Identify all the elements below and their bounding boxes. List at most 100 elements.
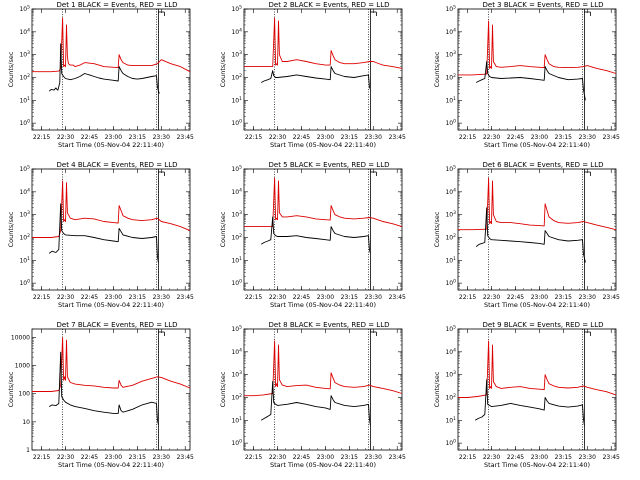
x-tick-label: 22:30	[57, 294, 74, 301]
x-tick-label: 23:45	[389, 294, 406, 301]
x-tick-label: 22:45	[507, 294, 524, 301]
x-tick-label: 23:30	[153, 454, 170, 461]
tick-exponent: 1	[27, 256, 30, 262]
x-tick-label: 22:30	[483, 134, 500, 141]
x-axis-label: Start Time (05-Nov-04 22:11:40)	[270, 141, 376, 149]
x-tick-label: 23:30	[579, 454, 596, 461]
x-tick-label: 23:45	[177, 294, 194, 301]
plot-frame	[31, 168, 191, 291]
y-tick-label: 104	[445, 187, 456, 196]
x-tick-label: 23:45	[389, 134, 406, 141]
x-axis-label: Start Time (05-Nov-04 22:11:40)	[484, 461, 590, 469]
lld-series-line	[458, 20, 617, 76]
x-tick-label: 23:15	[341, 294, 358, 301]
y-tick-label: 100	[231, 279, 242, 288]
tick-exponent: 0	[453, 439, 456, 445]
y-axis-label: Counts/sec	[7, 51, 15, 87]
y-tick-label: 105	[231, 165, 242, 174]
x-axis-label: Start Time (05-Nov-04 22:11:40)	[484, 301, 590, 309]
tick-exponent: 3	[239, 370, 242, 376]
plot-frame	[243, 328, 403, 451]
x-tick-label: 22:30	[269, 134, 286, 141]
y-tick-label: 104	[19, 187, 30, 196]
plot-frame	[243, 8, 403, 131]
detector-panel-6: Det 6 BLACK = Events, RED = LLD100101102…	[433, 161, 620, 309]
panel-title: Det 8 BLACK = Events, RED = LLD	[269, 321, 390, 329]
x-tick-label: 22:15	[33, 454, 50, 461]
detector-panel-9: Det 9 BLACK = Events, RED = LLD100101102…	[433, 321, 620, 469]
y-axis-label: Counts/sec	[433, 51, 441, 87]
tick-exponent: 2	[453, 233, 456, 239]
panel-title: Det 6 BLACK = Events, RED = LLD	[483, 161, 604, 169]
y-tick-label: 104	[445, 27, 456, 36]
tick-exponent: 4	[27, 187, 30, 193]
tick-exponent: 2	[27, 73, 30, 79]
y-axis-label: Counts/sec	[219, 211, 227, 247]
y-axis-label: Counts/sec	[219, 371, 227, 407]
tick-exponent: 0	[239, 439, 242, 445]
x-tick-label: 23:00	[531, 134, 548, 141]
y-axis-label: Counts/sec	[433, 371, 441, 407]
events-series-line	[48, 43, 160, 94]
lld-series-line	[458, 177, 617, 231]
lld-series-line	[244, 17, 403, 69]
x-tick-label: 22:45	[293, 454, 310, 461]
x-tick-label: 23:30	[365, 454, 382, 461]
lld-series-line	[458, 340, 617, 398]
x-axis-label: Start Time (05-Nov-04 22:11:40)	[58, 461, 164, 469]
x-tick-label: 22:30	[483, 294, 500, 301]
tick-exponent: 0	[27, 119, 30, 125]
x-tick-label: 22:30	[57, 454, 74, 461]
lld-series-line	[244, 177, 403, 228]
y-tick-label: 10000	[11, 334, 30, 341]
x-tick-label: 23:30	[365, 134, 382, 141]
x-tick-label: 22:15	[245, 134, 262, 141]
y-tick-label: 101	[231, 256, 242, 265]
x-tick-label: 23:45	[389, 454, 406, 461]
y-tick-label: 102	[231, 393, 242, 402]
events-series-line	[475, 207, 586, 263]
y-tick-label: 1000	[15, 363, 30, 370]
tick-exponent: 4	[239, 27, 242, 33]
plot-frame	[243, 168, 403, 291]
x-tick-label: 23:00	[105, 454, 122, 461]
y-tick-label: 102	[445, 393, 456, 402]
x-tick-label: 23:00	[317, 134, 334, 141]
y-axis-label: Counts/sec	[7, 371, 15, 407]
x-tick-label: 23:45	[177, 134, 194, 141]
y-tick-label: 102	[231, 73, 242, 82]
y-tick-label: 105	[445, 325, 456, 334]
x-tick-label: 23:00	[317, 294, 334, 301]
detector-panel-1: Det 1 BLACK = Events, RED = LLD100101102…	[7, 1, 194, 149]
y-tick-label: 100	[19, 279, 30, 288]
lld-series-line	[32, 17, 191, 73]
x-tick-label: 23:15	[129, 294, 146, 301]
x-axis-label: Start Time (05-Nov-04 22:11:40)	[270, 301, 376, 309]
tick-exponent: 0	[27, 279, 30, 285]
events-series-line	[260, 216, 371, 254]
x-tick-label: 23:00	[105, 294, 122, 301]
y-tick-label: 104	[231, 187, 242, 196]
x-tick-label: 22:15	[33, 134, 50, 141]
tick-exponent: 3	[453, 50, 456, 56]
tick-exponent: 1	[239, 416, 242, 422]
x-tick-label: 22:15	[33, 294, 50, 301]
y-tick-label: 102	[445, 73, 456, 82]
x-tick-label: 22:15	[459, 294, 476, 301]
x-tick-label: 23:15	[555, 294, 572, 301]
y-tick-label: 103	[445, 50, 456, 59]
y-tick-label: 103	[445, 370, 456, 379]
tick-exponent: 3	[239, 210, 242, 216]
tick-exponent: 1	[239, 256, 242, 262]
events-series-line	[475, 61, 586, 101]
y-tick-label: 105	[19, 5, 30, 14]
x-tick-label: 22:45	[293, 134, 310, 141]
y-tick-label: 103	[231, 210, 242, 219]
x-tick-label: 22:15	[245, 454, 262, 461]
x-tick-label: 23:45	[603, 134, 620, 141]
y-tick-label: 102	[19, 233, 30, 242]
panel-title: Det 7 BLACK = Events, RED = LLD	[57, 321, 178, 329]
x-tick-label: 23:00	[531, 294, 548, 301]
tick-exponent: 2	[239, 73, 242, 79]
x-tick-label: 23:15	[341, 454, 358, 461]
